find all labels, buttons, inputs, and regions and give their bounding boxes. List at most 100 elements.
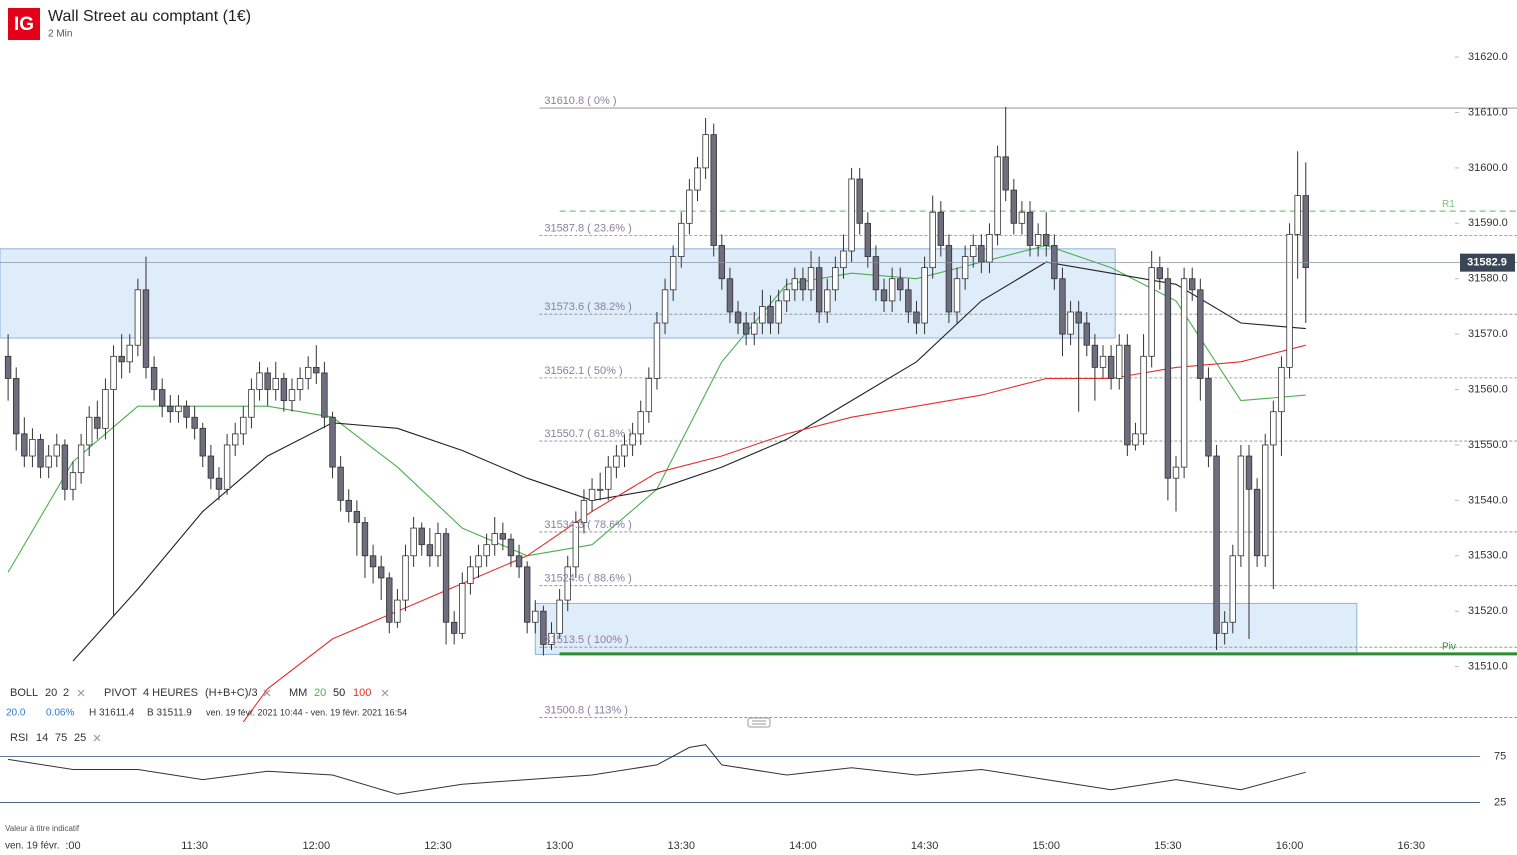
rsi-line bbox=[8, 744, 1306, 795]
candle-body bbox=[726, 278, 734, 313]
candle-body bbox=[840, 250, 847, 269]
close-icons[interactable] bbox=[77, 689, 389, 742]
candle-body bbox=[386, 577, 393, 623]
candle-body bbox=[345, 499, 352, 512]
date-label: ven. 19 févr. bbox=[5, 841, 59, 852]
x-tick-label: 14:00 bbox=[789, 840, 817, 852]
candle-body bbox=[564, 566, 571, 601]
candle-body bbox=[1229, 555, 1236, 623]
candle-body bbox=[191, 416, 198, 429]
candle-body bbox=[596, 488, 604, 491]
candle-body bbox=[304, 366, 312, 379]
candle-body bbox=[1140, 355, 1147, 435]
candle-body bbox=[1075, 311, 1082, 324]
rsi-tick-label: 75 bbox=[1494, 751, 1506, 763]
candle-body bbox=[637, 411, 644, 435]
candle-body bbox=[686, 189, 693, 224]
candle-body bbox=[580, 499, 588, 523]
candle-body bbox=[734, 311, 742, 324]
candle-body bbox=[475, 555, 482, 568]
candle-body bbox=[1124, 344, 1131, 446]
candle-body bbox=[523, 566, 531, 623]
candle-body bbox=[532, 610, 539, 623]
y-tick-label: 31580.0 bbox=[1468, 273, 1508, 285]
candle-body bbox=[159, 389, 166, 407]
candle-body bbox=[515, 555, 523, 568]
candle-body bbox=[1237, 455, 1245, 557]
candle-body bbox=[1026, 211, 1034, 246]
candle-body bbox=[1148, 267, 1155, 357]
y-tick-label: 31590.0 bbox=[1468, 217, 1508, 229]
candle-body bbox=[1018, 211, 1026, 224]
candle-body bbox=[337, 466, 344, 501]
candle-body bbox=[653, 322, 661, 379]
rsi-tick-label: 25 bbox=[1494, 796, 1506, 808]
legend-item: H 31611.4 bbox=[89, 708, 135, 719]
candle-body bbox=[824, 289, 831, 313]
candle-body bbox=[1197, 289, 1204, 379]
candle-body bbox=[175, 405, 182, 413]
y-tick-label: 31530.0 bbox=[1468, 550, 1508, 562]
x-tick-label: 13:00 bbox=[546, 840, 574, 852]
splitter[interactable] bbox=[747, 717, 771, 728]
candle-body bbox=[718, 245, 726, 280]
candle-body bbox=[1156, 267, 1163, 280]
zone bbox=[534, 602, 1358, 655]
candle-body bbox=[248, 389, 255, 418]
candle-body bbox=[1189, 278, 1196, 291]
candle-body bbox=[86, 416, 93, 446]
candle-body bbox=[953, 278, 961, 313]
x-tick-label: 15:00 bbox=[1032, 840, 1060, 852]
candle-body bbox=[897, 278, 904, 291]
candle-body bbox=[167, 405, 174, 413]
candle-body bbox=[694, 167, 701, 191]
legend-item: RSI bbox=[10, 732, 28, 744]
candle-body bbox=[872, 256, 880, 291]
pivot-label: Piv bbox=[1442, 641, 1456, 652]
candle-body bbox=[118, 355, 125, 363]
candle-body bbox=[986, 233, 993, 263]
legend-item: 20 bbox=[45, 687, 57, 699]
candle-body bbox=[864, 222, 872, 257]
fib-label: 31513.5 ( 100% ) bbox=[544, 634, 628, 646]
note: Valeur à titre indicatif bbox=[5, 824, 80, 833]
candle-body bbox=[1278, 366, 1285, 413]
legend-item: BOLL bbox=[10, 687, 38, 699]
candle-body bbox=[1286, 233, 1293, 368]
candle-body bbox=[94, 416, 101, 429]
fib-label: 31534.3 ( 78.6% ) bbox=[544, 519, 631, 531]
fib-label: 31524.6 ( 88.6% ) bbox=[544, 573, 631, 585]
ma-line bbox=[72, 261, 1306, 662]
candle-body bbox=[507, 538, 515, 557]
candle-body bbox=[929, 211, 936, 269]
candle-body bbox=[1164, 278, 1172, 479]
y-tick-label: 31550.0 bbox=[1468, 439, 1508, 451]
candle-body bbox=[905, 289, 912, 313]
y-tick-label: 31520.0 bbox=[1468, 605, 1508, 617]
candle-body bbox=[1116, 344, 1123, 379]
candle-body bbox=[661, 289, 669, 324]
candle-body bbox=[921, 267, 928, 324]
x-tick-label: 13:30 bbox=[668, 840, 696, 852]
candle-body bbox=[199, 427, 206, 457]
legend-item: 75 bbox=[55, 732, 67, 744]
chart-title: Wall Street au comptant (1€) bbox=[48, 8, 251, 25]
candle-body bbox=[442, 533, 450, 623]
candle-body bbox=[540, 610, 547, 645]
candle-body bbox=[799, 278, 807, 291]
zone bbox=[0, 248, 1116, 339]
candle-body bbox=[53, 444, 60, 457]
candle-body bbox=[426, 544, 434, 557]
candle-body bbox=[256, 372, 263, 390]
candle-body bbox=[961, 256, 969, 280]
y-tick-label: 31600.0 bbox=[1468, 162, 1508, 174]
candle-body bbox=[321, 372, 328, 418]
pivot-label: R1 bbox=[1442, 199, 1455, 210]
candle-body bbox=[4, 355, 12, 379]
candle-body bbox=[329, 416, 336, 468]
candle-body bbox=[767, 306, 774, 324]
candle-body bbox=[150, 366, 158, 390]
logo bbox=[8, 8, 40, 40]
y-tick-label: 31620.0 bbox=[1468, 51, 1508, 63]
candle-body bbox=[110, 355, 117, 390]
